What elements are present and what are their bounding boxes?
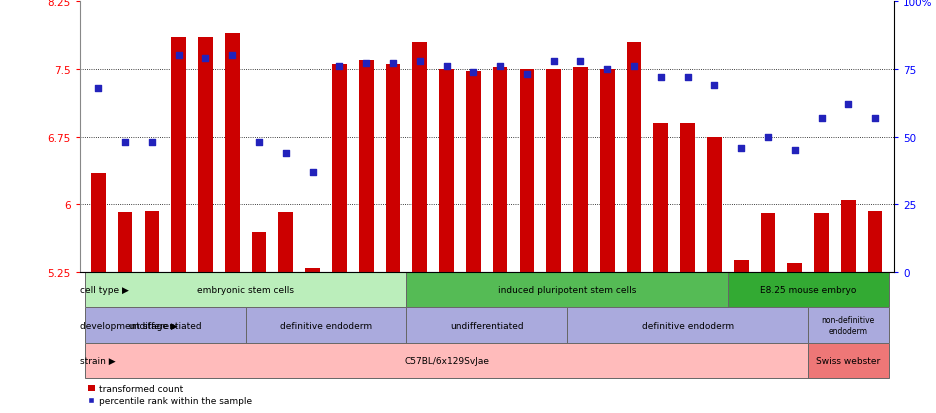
Point <box>653 74 668 81</box>
Text: definitive endoderm: definitive endoderm <box>280 321 373 330</box>
Bar <box>567 308 808 343</box>
Point <box>760 134 775 140</box>
Bar <box>600 70 615 273</box>
Bar <box>466 71 481 273</box>
Point <box>386 61 401 68</box>
Text: induced pluripotent stem cells: induced pluripotent stem cells <box>498 286 636 294</box>
Text: definitive endoderm: definitive endoderm <box>641 321 734 330</box>
Point <box>707 83 722 89</box>
Bar <box>492 68 507 273</box>
Bar <box>85 308 245 343</box>
Text: non-definitive
endoderm: non-definitive endoderm <box>822 316 875 335</box>
Bar <box>814 214 829 273</box>
Bar <box>332 65 346 273</box>
Point <box>171 53 186 59</box>
Bar <box>406 308 567 343</box>
Text: GDS3904 / 10452556: GDS3904 / 10452556 <box>80 0 214 1</box>
Legend: transformed count, percentile rank within the sample: transformed count, percentile rank withi… <box>84 381 256 408</box>
Point <box>118 140 133 146</box>
Bar <box>358 61 373 273</box>
Point <box>332 64 347 70</box>
Point <box>252 140 267 146</box>
Bar <box>252 232 267 273</box>
Text: cell type ▶: cell type ▶ <box>80 286 129 294</box>
Bar <box>707 137 722 273</box>
Point <box>439 64 454 70</box>
Point <box>787 147 802 154</box>
Bar <box>305 268 320 273</box>
Bar <box>413 43 427 273</box>
Bar <box>573 68 588 273</box>
Point <box>466 69 481 76</box>
Bar <box>547 70 561 273</box>
Bar <box>728 273 888 308</box>
Bar <box>439 70 454 273</box>
Point <box>412 58 427 65</box>
Point <box>600 66 615 73</box>
Point <box>519 72 534 78</box>
Bar <box>118 212 133 273</box>
Point <box>305 169 320 176</box>
Point <box>547 58 562 65</box>
Bar <box>787 263 802 273</box>
Point <box>868 115 883 122</box>
Bar <box>808 343 888 378</box>
Point <box>492 64 507 70</box>
Bar <box>171 38 186 273</box>
Point <box>680 74 695 81</box>
Bar <box>734 261 749 273</box>
Point <box>573 58 588 65</box>
Bar <box>278 212 293 273</box>
Point <box>626 64 641 70</box>
Bar <box>761 214 775 273</box>
Text: E8.25 mouse embryo: E8.25 mouse embryo <box>760 286 856 294</box>
Text: embryonic stem cells: embryonic stem cells <box>197 286 294 294</box>
Bar <box>519 70 534 273</box>
Text: C57BL/6x129SvJae: C57BL/6x129SvJae <box>404 356 489 365</box>
Text: Swiss webster: Swiss webster <box>816 356 881 365</box>
Point <box>225 53 240 59</box>
Text: development stage ▶: development stage ▶ <box>80 321 178 330</box>
Bar <box>85 273 406 308</box>
Text: undifferentiated: undifferentiated <box>450 321 523 330</box>
Bar <box>85 343 808 378</box>
Point <box>198 56 213 62</box>
Point <box>144 140 159 146</box>
Bar <box>627 43 641 273</box>
Text: undifferentiated: undifferentiated <box>128 321 202 330</box>
Bar <box>91 173 106 273</box>
Bar <box>386 65 401 273</box>
Bar <box>808 308 888 343</box>
Bar <box>653 124 668 273</box>
Bar <box>406 273 728 308</box>
Text: strain ▶: strain ▶ <box>80 356 116 365</box>
Point <box>814 115 829 122</box>
Point <box>278 150 293 157</box>
Bar <box>198 38 212 273</box>
Point <box>358 61 373 68</box>
Point <box>841 102 856 108</box>
Bar <box>841 200 856 273</box>
Point <box>734 145 749 152</box>
Point <box>91 85 106 92</box>
Bar <box>144 211 159 273</box>
Bar <box>225 33 240 273</box>
Bar <box>245 308 406 343</box>
Bar <box>868 211 883 273</box>
Bar <box>680 124 695 273</box>
